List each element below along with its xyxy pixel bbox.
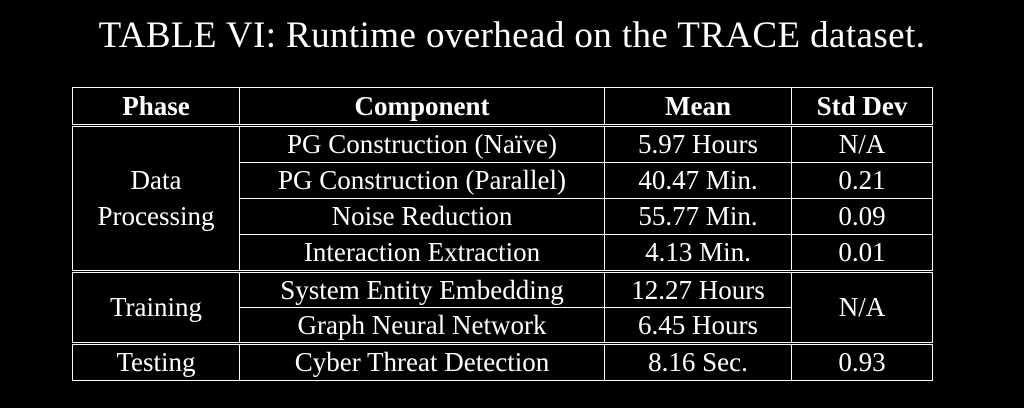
std-cell: 0.93 xyxy=(791,342,933,381)
phase-cell-training: Training xyxy=(72,270,240,344)
component-cell: Noise Reduction xyxy=(239,198,605,235)
table-caption: TABLE VI: Runtime overhead on the TRACE … xyxy=(98,15,926,56)
header-phase: Phase xyxy=(72,87,240,127)
table-row: Training System Entity Embedding 12.27 H… xyxy=(72,270,933,344)
header-mean: Mean xyxy=(604,87,792,127)
table-header-row: Phase Component Mean Std Dev xyxy=(72,87,933,127)
component-cell: System Entity Embedding xyxy=(239,270,605,308)
mean-cell: 4.13 Min. xyxy=(604,234,792,272)
std-cell: 0.01 xyxy=(791,234,933,272)
std-cell: 0.09 xyxy=(791,198,933,235)
mean-cell: 12.27 Hours xyxy=(604,270,792,308)
runtime-table: Phase Component Mean Std Dev Data Proces… xyxy=(72,87,933,381)
mean-cell: 8.16 Sec. xyxy=(604,342,792,381)
phase-label-line: Processing xyxy=(97,201,215,231)
component-cell: Graph Neural Network xyxy=(239,307,605,344)
component-cell: Interaction Extraction xyxy=(239,234,605,272)
table-row: Testing Cyber Threat Detection 8.16 Sec.… xyxy=(72,342,933,381)
std-cell: N/A xyxy=(791,270,933,344)
table-row: Graph Neural Network 6.45 Hours xyxy=(73,307,933,344)
table-row: PG Construction (Parallel) 40.47 Min. 0.… xyxy=(73,162,933,199)
std-cell: N/A xyxy=(791,124,933,163)
mean-cell: 40.47 Min. xyxy=(604,162,792,199)
header-std-dev: Std Dev xyxy=(791,87,933,127)
phase-cell-data-processing: Data Processing xyxy=(72,124,240,272)
mean-cell: 5.97 Hours xyxy=(604,124,792,163)
header-component: Component xyxy=(239,87,605,127)
table-row: Data Processing PG Construction (Naïve) … xyxy=(72,124,933,272)
component-cell: Cyber Threat Detection xyxy=(239,342,605,381)
phase-label-line: Data xyxy=(130,165,182,195)
mean-cell: 55.77 Min. xyxy=(604,198,792,235)
component-cell: PG Construction (Naïve) xyxy=(239,124,605,163)
phase-cell-testing: Testing xyxy=(72,342,240,381)
std-cell: 0.21 xyxy=(791,162,933,199)
component-cell: PG Construction (Parallel) xyxy=(239,162,605,199)
mean-cell: 6.45 Hours xyxy=(604,307,792,344)
